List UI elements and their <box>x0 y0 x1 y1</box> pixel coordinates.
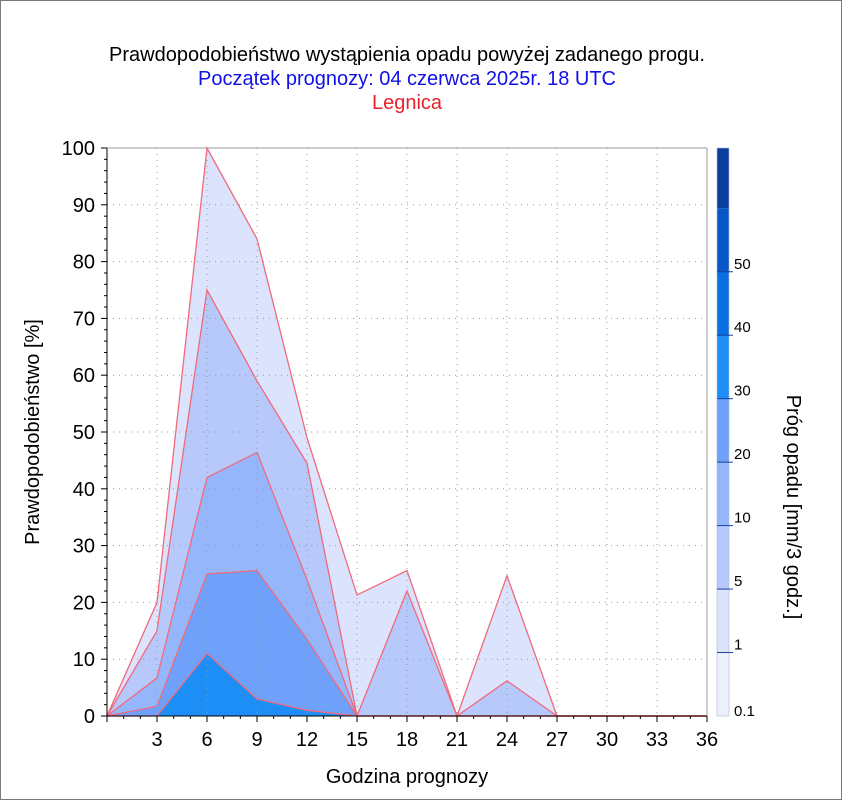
x-tick-label: 24 <box>496 729 518 751</box>
colorbar-segment <box>717 271 729 336</box>
chart-location: Legnica <box>372 92 443 114</box>
y-tick-label: 50 <box>73 422 95 444</box>
x-tick-label: 15 <box>346 729 368 751</box>
colorbar-tick-label: 40 <box>734 319 751 336</box>
x-tick-label: 9 <box>251 729 262 751</box>
colorbar-segment <box>717 148 729 209</box>
grid-lines <box>107 148 707 716</box>
y-tick-label: 20 <box>73 592 95 614</box>
colorbar-tick-label: 0.1 <box>734 703 755 720</box>
chart-title: Prawdopodobieństwo wystąpienia opadu pow… <box>109 44 705 66</box>
colorbar-segment <box>717 525 729 590</box>
y-tick-labels: 0 10 20 30 40 50 60 70 80 90 100 <box>62 138 95 728</box>
x-tick-label: 18 <box>396 729 418 751</box>
colorbar-tick-label: 10 <box>734 510 751 527</box>
x-tick-label: 27 <box>546 729 568 751</box>
colorbar-label: Próg opadu [mm/3 godz.] <box>782 395 804 620</box>
x-tick-label: 36 <box>696 729 718 751</box>
colorbar-segment <box>717 208 729 272</box>
area-threshold-10 <box>107 570 707 716</box>
axes <box>101 147 708 722</box>
colorbar-border <box>716 147 730 717</box>
x-axis-label: Godzina prognozy <box>326 766 488 788</box>
colorbar-segment <box>717 462 729 526</box>
colorbar-segment <box>717 652 729 716</box>
x-tick-label: 6 <box>201 729 212 751</box>
x-tick-label: 30 <box>596 729 618 751</box>
y-tick-label: 40 <box>73 479 95 501</box>
y-tick-label: 10 <box>73 649 95 671</box>
x-tick-labels: 3 6 9 12 15 18 21 24 27 30 33 36 <box>151 729 718 751</box>
y-tick-label: 0 <box>84 706 95 728</box>
y-tick-label: 30 <box>73 536 95 558</box>
colorbar-tick-label: 5 <box>734 573 742 590</box>
x-tick-label: 33 <box>646 729 668 751</box>
y-tick-label: 70 <box>73 308 95 330</box>
y-tick-label: 100 <box>62 138 95 160</box>
y-tick-label: 80 <box>73 252 95 274</box>
colorbar-tick-label: 1 <box>734 637 742 654</box>
x-tick-label: 12 <box>296 729 318 751</box>
colorbar-segment <box>717 398 729 463</box>
colorbar-tick-label: 30 <box>734 383 751 400</box>
colorbar-tick-label: 50 <box>734 256 751 273</box>
colorbar: 0.1 1 5 10 20 30 40 50 <box>716 147 755 720</box>
y-axis-label: Prawdopodobieństwo [%] <box>22 319 44 545</box>
x-tick-label: 3 <box>151 729 162 751</box>
colorbar-segment <box>717 589 729 653</box>
y-tick-label: 90 <box>73 195 95 217</box>
x-tick-label: 21 <box>446 729 468 751</box>
y-tick-label: 60 <box>73 365 95 387</box>
colorbar-segment <box>717 335 729 399</box>
chart-subtitle: Początek prognozy: 04 czerwca 2025r. 18 … <box>198 68 616 90</box>
colorbar-tick-label: 20 <box>734 446 751 463</box>
